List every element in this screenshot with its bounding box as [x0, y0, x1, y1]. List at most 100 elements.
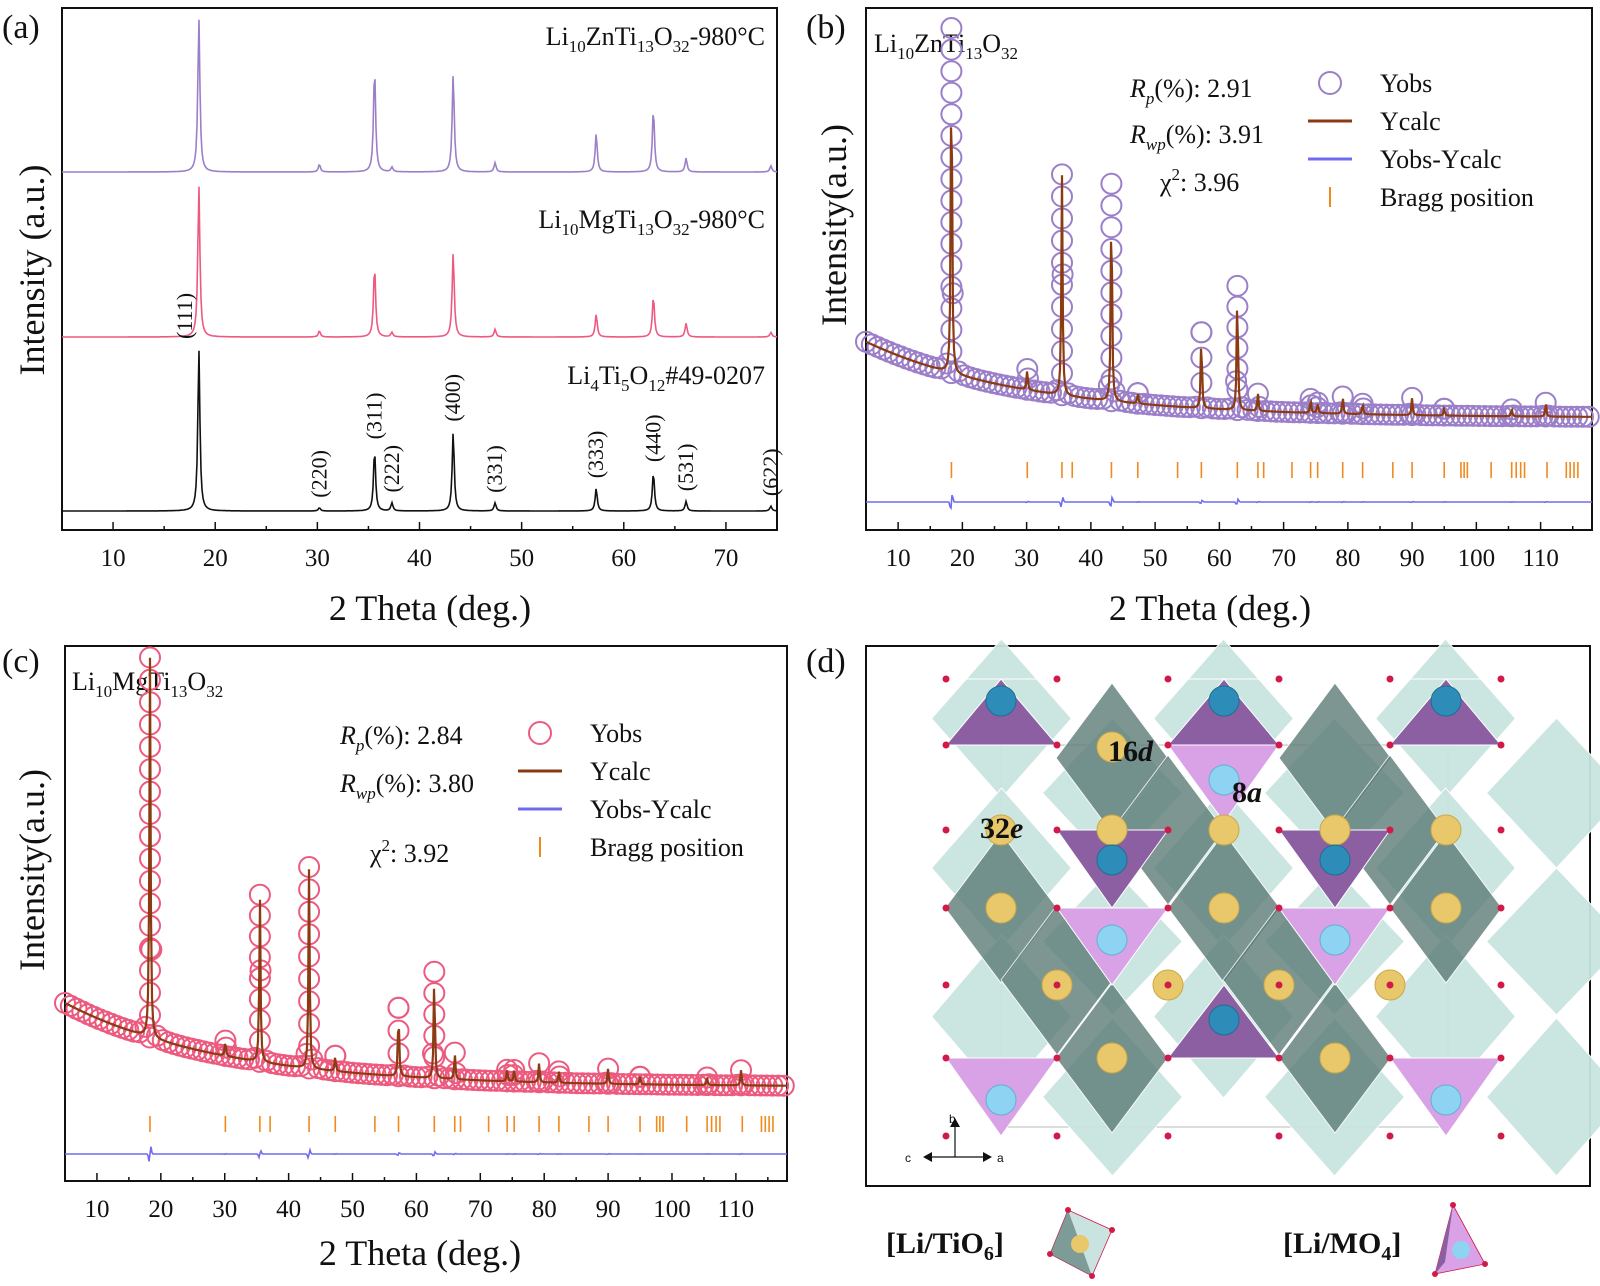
axis-b-arrow: [950, 1118, 960, 1127]
panel-c-rietveld-mg: (c) Li10MgTi13O32 10 20 30 40 50 60 70 80 90 100 1…: [2, 643, 795, 1273]
x-tick-label-80: 80: [532, 1196, 557, 1223]
atom-16d-0: [1096, 731, 1128, 763]
obs-peak-point: [298, 1035, 321, 1058]
obs-peak-point: [139, 959, 161, 982]
x-tick-label-110: 110: [1522, 545, 1559, 572]
atom-lightblue-0: [1208, 764, 1240, 796]
atom-8a-2: [1430, 685, 1462, 717]
ycalc-line: [865, 127, 1592, 418]
hkl-label-2: (311): [362, 393, 387, 440]
panel-a-y-axis-title: Intensity (a.u.): [12, 165, 52, 376]
atom-8a-4: [1319, 844, 1351, 876]
panel-b-y-axis-title: Intensity(a.u.): [814, 124, 854, 326]
obs-peak-point: [1190, 321, 1213, 344]
atom-16d-2: [1096, 814, 1128, 846]
oxygen-atom: [942, 675, 950, 683]
atom-16d-8: [1430, 892, 1462, 924]
legend-tetrahedron-oxygen: [1450, 1202, 1456, 1208]
obs-peak-point: [940, 17, 963, 39]
atom-8a-3: [1096, 844, 1128, 876]
hkl-label-0: (111): [172, 293, 197, 339]
obs-peak-point: [1100, 216, 1123, 239]
spinel-structure-view: [930, 638, 1600, 1177]
oxygen-atom: [1164, 741, 1172, 749]
panel-c-y-axis-title: Intensity(a.u.): [12, 769, 52, 971]
x-tick-label-80: 80: [1335, 545, 1360, 572]
obs-peak-point: [696, 1066, 719, 1089]
crystal-axes-indicator: b c a: [905, 1112, 1004, 1165]
oxygen-atom: [942, 904, 950, 912]
panel-d-label: (d): [806, 643, 846, 680]
legend-entry-1: Ycalc: [1380, 107, 1441, 136]
atom-16d-4: [1319, 814, 1351, 846]
x-tick-label-100: 100: [1458, 545, 1496, 572]
axis-a-arrow: [983, 1152, 992, 1162]
x-tick-label-30: 30: [305, 545, 330, 572]
oxygen-atom: [1164, 1054, 1172, 1062]
panel-c-plot: [54, 646, 795, 1162]
obs-peak-point: [1100, 194, 1123, 217]
obs-peak-point: [1433, 397, 1456, 420]
oxygen-atom: [1386, 675, 1394, 683]
panel-c-stats: Rp(%): 2.84 Rwp(%): 3.80 χ2: 3.92: [339, 721, 474, 868]
difference-line: [866, 494, 1592, 511]
atom-lightblue-2: [1319, 924, 1351, 956]
legend-yobs-symbol: [1318, 71, 1342, 95]
legend-octahedron-oxygen: [1089, 1273, 1095, 1279]
obs-peak-point: [496, 1058, 519, 1081]
atom-lightblue-1: [1096, 924, 1128, 956]
x-tick-label-20: 20: [950, 545, 975, 572]
oxygen-atom: [1497, 1132, 1505, 1140]
oxygen-atom: [942, 1054, 950, 1062]
obs-peak-point: [139, 937, 161, 960]
oxygen-atom: [1053, 675, 1061, 683]
axis-a-letter: a: [997, 1151, 1004, 1165]
x-tick-label-40: 40: [1078, 545, 1103, 572]
octahedron-light: [1485, 1017, 1600, 1177]
atom-16d-7: [1208, 892, 1240, 924]
x-tick-label-30: 30: [212, 1196, 237, 1223]
x-tick-label-100: 100: [653, 1196, 691, 1223]
oxygen-atom: [1053, 981, 1061, 989]
pattern-label-2: Li4Ti5O12#49-0207: [567, 361, 765, 395]
hkl-label-6: (333): [583, 431, 608, 479]
oxygen-atom: [942, 1132, 950, 1140]
panel-c-axes-frame: [64, 645, 788, 1182]
site-labels: 16d 8a 32e: [980, 735, 1262, 845]
panel-b-x-ticks: 10 20 30 40 50 60 70 80 90 100 110: [865, 522, 1574, 572]
atom-8a-0: [985, 685, 1017, 717]
obs-point: [930, 357, 953, 380]
legend-entry-2: Yobs-Ycalc: [590, 795, 712, 824]
oxygen-atom: [1386, 826, 1394, 834]
x-tick-label-20: 20: [148, 1196, 173, 1223]
obs-peak-point: [1500, 398, 1523, 421]
site-label-8a: 8a: [1232, 776, 1262, 809]
oxygen-atom: [1275, 1054, 1283, 1062]
hkl-label-3: (222): [379, 445, 404, 493]
x-tick-label-20: 20: [203, 545, 228, 572]
panel-a-label: (a): [2, 9, 40, 46]
oxygen-atom: [942, 826, 950, 834]
panel-c-x-ticks: 10 20 30 40 50 60 70 80 90 100 110: [64, 1173, 769, 1223]
obs-point: [1236, 398, 1259, 421]
panel-b-rietveld-zn: (b) Li10ZnTi13O32 10 20 30 40 50 60 70 80 90 100 1…: [806, 7, 1600, 628]
panel-b-rwp-stat: Rwp(%): 3.91: [1129, 120, 1264, 154]
obs-peak-point: [1306, 391, 1329, 414]
obs-peak-point: [1100, 325, 1123, 347]
panel-b-plot: [855, 17, 1600, 511]
oxygen-atom: [1275, 1132, 1283, 1140]
panel-b-label: (b): [806, 9, 846, 46]
obs-point: [936, 352, 958, 375]
oxygen-atom: [1164, 904, 1172, 912]
panel-a-x-ticks: 10 20 30 40 50 60 70: [61, 522, 778, 572]
legend-entry-2: Yobs-Ycalc: [1380, 145, 1502, 174]
x-tick-label-70: 70: [468, 1196, 493, 1223]
obs-peak-point: [248, 1030, 271, 1052]
panel-b-axes-frame: [865, 7, 1593, 531]
atom-8a-5: [1208, 1004, 1240, 1036]
hkl-label-1: (220): [306, 450, 331, 498]
x-tick-label-40: 40: [276, 1196, 301, 1223]
oxygen-atom: [1275, 981, 1283, 989]
obs-peak-point: [503, 1059, 526, 1081]
oxygen-atom: [1164, 981, 1172, 989]
